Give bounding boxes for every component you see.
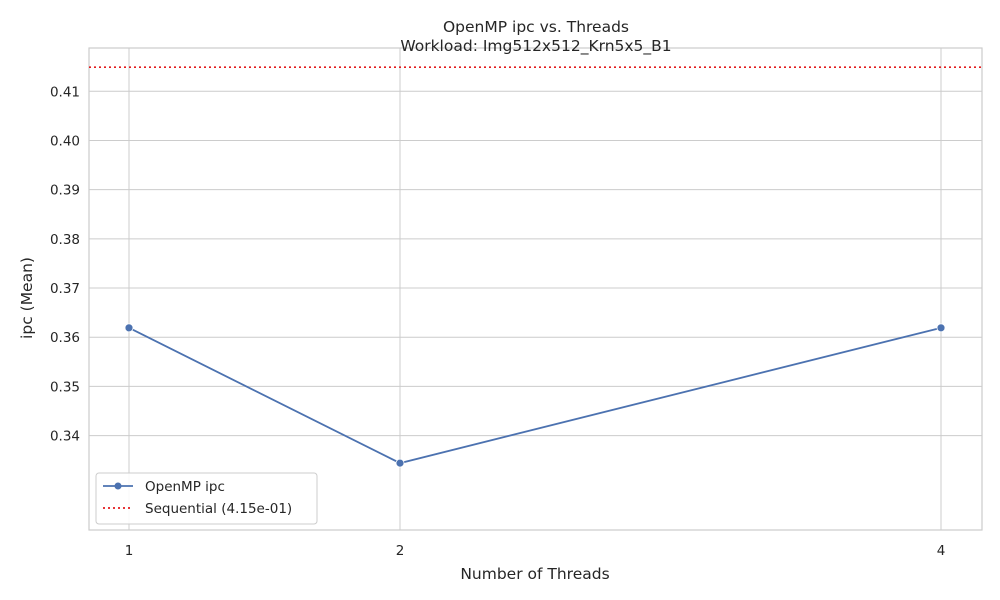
y-tick-label: 0.37 <box>50 281 80 297</box>
chart-subtitle: Workload: Img512x512_Krn5x5_B1 <box>400 37 671 56</box>
x-tick-label: 4 <box>937 543 946 559</box>
y-axis-label: ipc (Mean) <box>18 257 36 339</box>
y-tick-label: 0.35 <box>50 379 80 395</box>
y-tick-label: 0.40 <box>50 133 80 149</box>
data-point <box>936 323 946 333</box>
legend-sequential-label: Sequential (4.15e-01) <box>145 501 292 517</box>
x-tick-label: 2 <box>396 543 405 559</box>
y-gridlines <box>89 90 982 437</box>
y-tick-labels: 0.34 0.35 0.36 0.37 0.38 0.39 0.40 0.41 <box>50 84 80 444</box>
x-axis-label: Number of Threads <box>460 565 609 583</box>
legend-openmp-label: OpenMP ipc <box>145 479 225 495</box>
series-layer <box>124 323 946 468</box>
data-point <box>395 458 405 468</box>
x-tick-label: 1 <box>125 543 134 559</box>
y-tick-label: 0.41 <box>50 84 80 100</box>
data-point <box>124 323 134 333</box>
y-tick-label: 0.36 <box>50 330 80 346</box>
y-tick-label: 0.39 <box>50 183 80 199</box>
x-tick-labels: 1 2 4 <box>125 543 946 559</box>
legend: OpenMP ipc Sequential (4.15e-01) <box>95 472 318 525</box>
x-gridlines <box>128 48 942 530</box>
chart-title: OpenMP ipc vs. Threads <box>443 18 629 36</box>
y-tick-label: 0.34 <box>50 429 80 445</box>
plot-frame <box>88 47 983 531</box>
y-tick-label: 0.38 <box>50 232 80 248</box>
legend-openmp-marker <box>114 482 122 490</box>
legend-box <box>95 472 318 525</box>
